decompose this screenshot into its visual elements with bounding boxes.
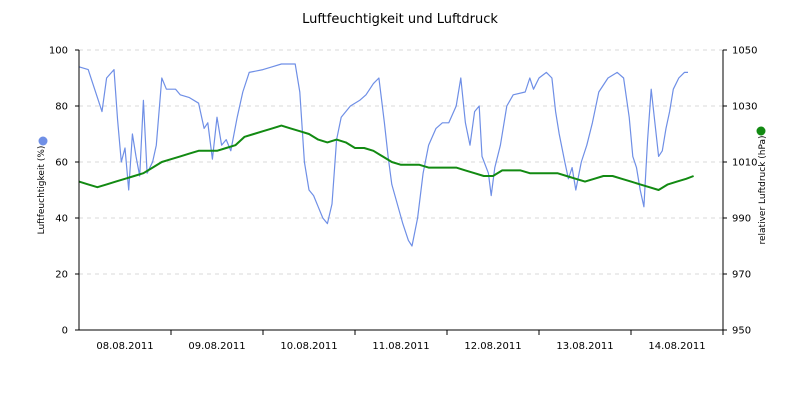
y-tick-label-left: 20 [55,270,68,281]
y-tick-label-left: 0 [62,326,68,337]
y-tick-label-right: 1050 [732,46,757,57]
tick-layer: 0 20 40 60 80 100 950 970 990 1010 1030 1050 08.08.2… [49,46,758,353]
x-tick-label: 11.08.2011 [372,341,429,352]
y-tick-label-left: 40 [55,214,68,225]
x-tick-label: 09.08.2011 [188,341,245,352]
chart-title: Luftfeuchtigkeit und Luftdruck [302,12,498,27]
y-tick-label-right: 990 [732,214,751,225]
humidity-series-line [78,63,688,247]
x-tick-label: 10.08.2011 [280,341,337,352]
y-tick-label-right: 950 [732,326,751,337]
y-tick-label-left: 100 [49,46,68,57]
y-tick-label-right: 1030 [732,102,757,113]
y-tick-label-left: 80 [55,102,68,113]
y-tick-label-left: 60 [55,158,68,169]
pressure-series-marker [756,126,766,136]
y-tick-label-right: 970 [732,270,751,281]
grid-lines [79,49,723,275]
series-layer [78,63,694,247]
x-tick-label: 08.08.2011 [96,341,153,352]
y-axis-left-label: Luftfeuchtigkeit (%) [37,146,47,235]
x-tick-label: 14.08.2011 [648,341,705,352]
x-tick-label: 13.08.2011 [556,341,613,352]
y-axis-right-label: relativer Luftdruck (hPa) [758,135,768,244]
y-tick-label-right: 1010 [732,158,757,169]
pressure-series-line [78,124,694,191]
humidity-series-marker [38,136,48,146]
x-tick-label: 12.08.2011 [464,341,521,352]
